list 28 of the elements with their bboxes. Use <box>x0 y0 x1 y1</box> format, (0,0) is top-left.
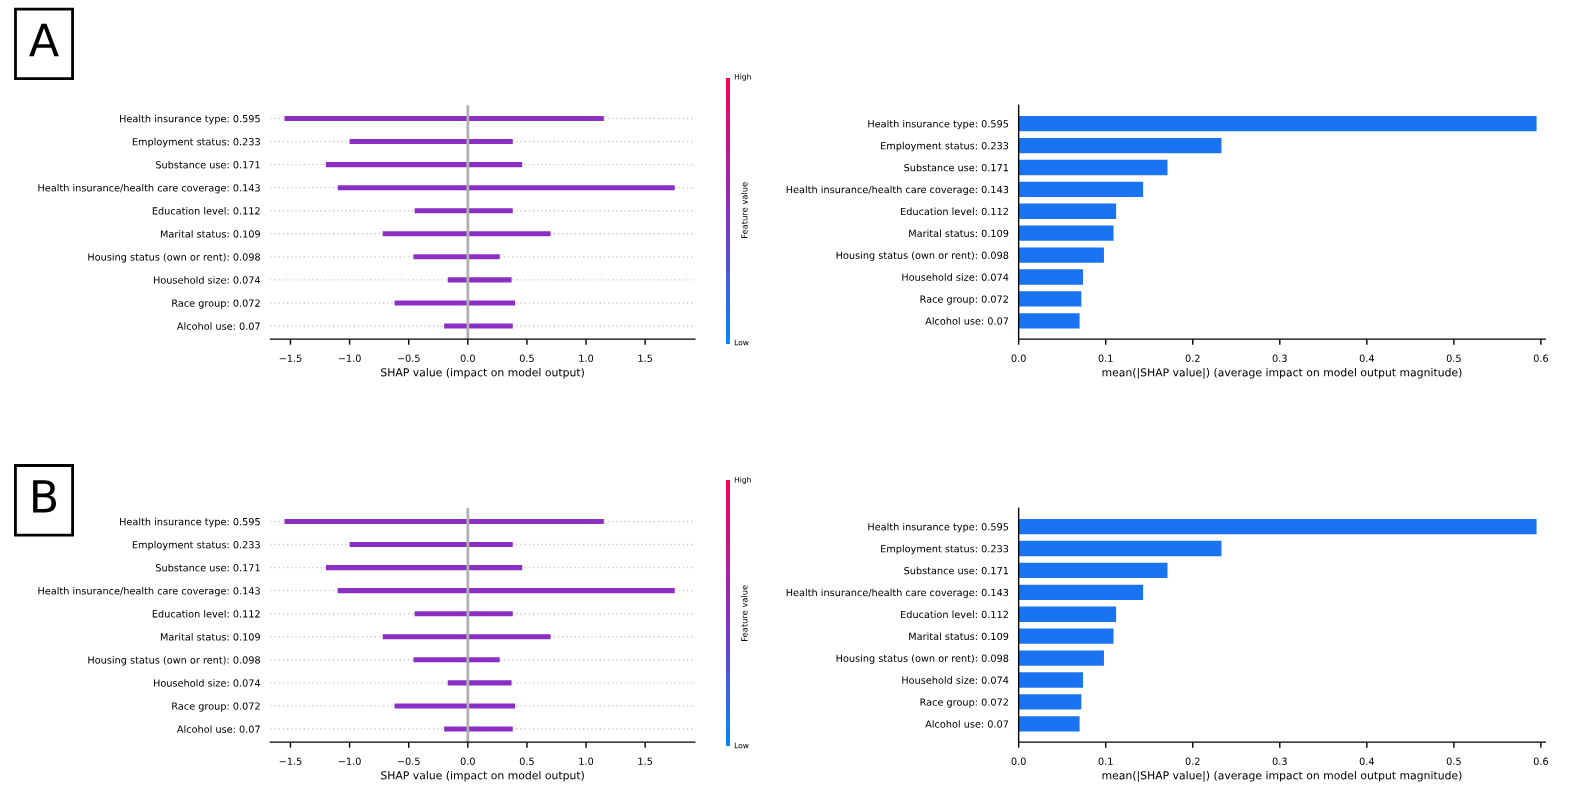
bar <box>1018 203 1117 219</box>
bar <box>1018 518 1537 535</box>
bar <box>1018 269 1084 285</box>
text: A <box>29 23 59 57</box>
bar <box>284 115 604 122</box>
bar <box>1018 247 1104 263</box>
text: B <box>33 480 57 513</box>
bar <box>1018 313 1080 329</box>
bar <box>337 185 675 191</box>
bar <box>444 323 513 329</box>
bar <box>1018 606 1117 622</box>
bar <box>1018 159 1168 176</box>
bar <box>337 588 675 594</box>
bar <box>1018 562 1168 579</box>
bar <box>1018 628 1114 644</box>
bar <box>1018 584 1144 601</box>
bar <box>1018 225 1114 241</box>
bar <box>1018 694 1082 710</box>
bar <box>1018 650 1104 666</box>
bar <box>1018 716 1080 732</box>
bar <box>284 518 604 525</box>
bar <box>1018 181 1144 198</box>
bar <box>1018 540 1222 557</box>
bar <box>1018 115 1537 132</box>
bar <box>1018 137 1222 154</box>
bar <box>1018 672 1084 688</box>
bar <box>444 726 513 732</box>
bar <box>1018 291 1082 307</box>
